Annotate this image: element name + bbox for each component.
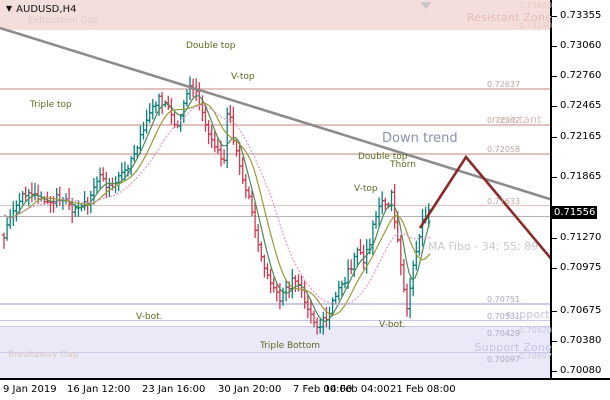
price-tick-label: 0.70380	[560, 335, 602, 346]
gap-band	[0, 362, 550, 378]
zone-top-value: 0.70429	[518, 326, 552, 335]
price-level-line	[0, 326, 550, 327]
price-tick-label: 0.72165	[560, 131, 602, 142]
symbol-label: AUDUSD,H4	[16, 4, 77, 15]
time-tick-label: 7 Feb 00:00	[293, 384, 353, 395]
moving-average-lines	[3, 95, 431, 323]
zone-label: Resistant Zone	[466, 11, 552, 24]
price-tick-label: 0.71270	[560, 232, 602, 243]
price-level-line	[0, 124, 550, 126]
downtrend-line	[0, 26, 554, 202]
price-series-svg	[0, 26, 559, 335]
symbol-header[interactable]: ▼ AUDUSD,H4	[6, 4, 76, 15]
chart-annotation: Double top	[358, 152, 408, 162]
price-tick-label: 0.70080	[560, 365, 602, 376]
price-level-label: 0.70097	[487, 355, 521, 364]
price-level-label: 0.70751	[487, 295, 521, 304]
chart-plot-area[interactable]: Triple top Double top V-top V-bot. Triple Bo…	[0, 0, 559, 378]
price-level-line	[0, 205, 550, 206]
chart-annotation: V-top	[231, 72, 255, 82]
price-level-label: 0.70531	[487, 312, 521, 321]
price-tick	[552, 371, 557, 372]
chevron-down-marker-icon	[420, 2, 432, 9]
price-tick-label: 0.71865	[560, 171, 602, 182]
price-tick-label: 0.72760	[560, 70, 602, 81]
chart-annotation: V-bot.	[136, 312, 163, 322]
time-tick-label: 14 Feb 04:00	[324, 384, 390, 395]
time-tick-label: 23 Jan 16:00	[142, 384, 206, 395]
price-tick-label: 0.70975	[560, 262, 602, 273]
time-tick-label: 30 Jan 20:00	[218, 384, 282, 395]
time-tick-label: 16 Jan 12:00	[67, 384, 131, 395]
chart-annotation: Triple top	[30, 100, 72, 110]
price-level-label: 0.71633	[487, 197, 521, 206]
price-axis[interactable]: 0.73355 0.73060 0.72760 0.72465 0.72165 0.718…	[550, 0, 610, 378]
forecast-projection-line	[418, 154, 559, 268]
price-level-line	[0, 216, 550, 217]
chart-annotation: Double top	[186, 41, 236, 51]
price-tick	[552, 46, 557, 47]
price-tick	[552, 16, 557, 17]
zone-band-sup	[0, 326, 550, 362]
zone-band-res	[0, 0, 550, 30]
current-price-badge: 0.71556	[552, 206, 598, 219]
chevron-down-icon[interactable]: ▼	[6, 4, 13, 13]
price-level-label: 0.72342	[487, 116, 521, 125]
side-level-label: support	[506, 308, 550, 321]
price-tick-label: 0.73355	[560, 10, 602, 21]
side-level-label: resistant	[492, 113, 542, 126]
price-tick	[552, 137, 557, 138]
time-tick-label: 9 Jan 2019	[3, 384, 57, 395]
price-tick	[552, 177, 557, 178]
price-level-line	[0, 352, 550, 353]
zone-bottom-value: 0.73140	[518, 21, 552, 30]
price-level-line	[0, 303, 550, 305]
exhaustion-gap-label: Exhaustion Gap	[28, 16, 99, 26]
price-tick	[552, 341, 557, 342]
price-level-label: 0.72058	[487, 145, 521, 154]
chart-annotation: V-bot.	[379, 320, 406, 330]
zone-top-value: 0.73600	[518, 1, 552, 10]
time-tick-label: 21 Feb 08:00	[390, 384, 456, 395]
chart-annotation: MA Fibo - 34; 55; 89	[428, 240, 539, 253]
chart-annotation: Down trend	[382, 131, 458, 146]
zone-label: Support Zone	[474, 341, 552, 354]
price-tick	[552, 106, 557, 107]
price-tick	[552, 311, 557, 312]
price-tick	[552, 238, 557, 239]
chart-annotation: Triple Bottom	[260, 341, 320, 351]
price-level-line	[0, 320, 550, 321]
price-level-line	[0, 153, 550, 155]
price-level-label: 0.70429	[487, 329, 521, 338]
price-level-line	[0, 88, 550, 90]
price-level-label: 0.72637	[487, 80, 521, 89]
chart-annotation: Thorn	[390, 160, 416, 170]
time-axis[interactable]: 9 Jan 2019 16 Jan 12:00 23 Jan 16:00 30 Jan…	[0, 378, 610, 400]
price-tick-label: 0.72465	[560, 100, 602, 111]
price-tick	[552, 268, 557, 269]
price-tick-label: 0.70675	[560, 305, 602, 316]
price-tick-label: 0.73060	[560, 40, 602, 51]
zone-bottom-value: 0.70097	[518, 352, 552, 361]
breakaway-gap-label: Breakaway Gap	[8, 350, 79, 360]
chart-annotation: V-top	[354, 184, 378, 194]
price-tick	[552, 76, 557, 77]
